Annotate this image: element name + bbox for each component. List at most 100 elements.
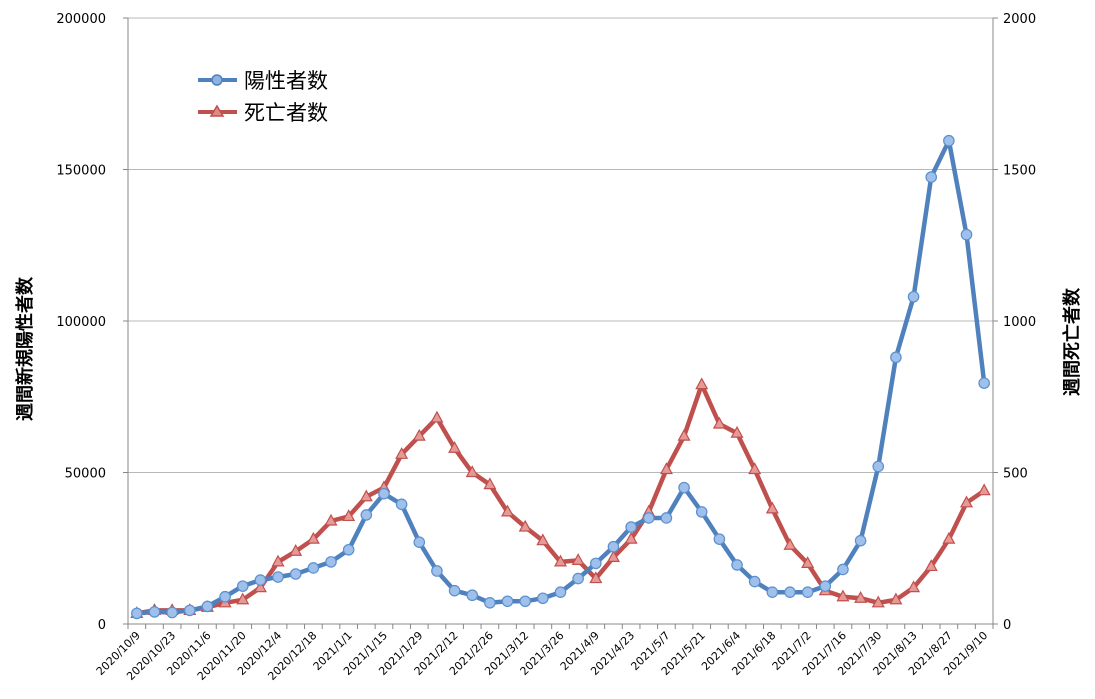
y-left-tick-label: 0 (98, 618, 106, 633)
data-point-positive (642, 512, 655, 524)
data-point-positive (554, 586, 567, 598)
axes (123, 17, 998, 629)
data-point-positive (289, 568, 302, 580)
data-point-positive (784, 586, 796, 598)
data-point-positive (519, 595, 531, 608)
data-point-deaths (253, 580, 267, 593)
data-point-positive (378, 487, 390, 500)
data-point-positive (183, 604, 196, 617)
y-right-tick-label: 500 (1003, 467, 1028, 482)
data-point-deaths (289, 544, 303, 556)
data-point-deaths (518, 519, 532, 532)
data-point-deaths (412, 428, 426, 441)
legend-item-deaths: 死亡者数 (198, 101, 328, 125)
data-point-deaths (977, 483, 991, 496)
data-point-deaths (430, 410, 444, 423)
data-point-positive (431, 565, 443, 577)
y-right-tick-label: 0 (1003, 618, 1011, 633)
data-point-positive (254, 574, 267, 586)
data-point-deaths (324, 513, 338, 526)
data-point-positive (819, 580, 832, 592)
data-point-positive (325, 556, 337, 568)
gridlines (128, 17, 993, 473)
data-markers (130, 134, 991, 620)
y-left-tick-label: 50000 (65, 467, 106, 482)
data-point-deaths (359, 489, 373, 502)
legend-label-positive: 陽性者数 (244, 69, 328, 93)
data-point-deaths (659, 462, 673, 475)
data-point-positive (907, 290, 920, 303)
data-point-positive (748, 575, 761, 588)
data-point-positive (537, 592, 549, 605)
data-point-deaths (448, 441, 462, 453)
data-point-deaths (571, 553, 585, 565)
data-point-positive (166, 606, 178, 619)
data-point-positive (731, 559, 743, 571)
y-left-tick-label: 150000 (56, 164, 106, 179)
data-point-deaths (624, 531, 638, 544)
data-point-positive (448, 584, 461, 597)
data-point-positive (925, 171, 938, 183)
legend-marker-positive (211, 74, 223, 86)
data-point-positive (890, 351, 902, 364)
data-point-positive (148, 606, 161, 618)
data-point-positive (854, 534, 867, 547)
data-point-deaths (836, 589, 850, 602)
data-point-positive (131, 607, 143, 620)
data-point-positive (342, 543, 355, 556)
data-point-positive (466, 589, 479, 602)
data-point-positive (590, 557, 602, 570)
y-right-tick-label: 1500 (1003, 164, 1036, 179)
data-point-deaths (801, 556, 815, 569)
data-point-positive (395, 498, 408, 511)
data-point-positive (572, 572, 584, 585)
data-point-deaths (553, 554, 568, 567)
data-point-positive (307, 562, 320, 574)
data-point-positive (801, 586, 814, 598)
data-point-positive (766, 586, 779, 598)
data-point-positive (219, 590, 231, 603)
data-point-deaths (765, 501, 779, 514)
legend-marker-deaths (209, 104, 225, 117)
data-point-positive (201, 600, 214, 613)
data-point-deaths (501, 504, 515, 517)
data-point-positive (607, 540, 620, 553)
data-point-positive (695, 506, 708, 518)
data-point-deaths (730, 425, 744, 438)
data-point-positive (272, 571, 284, 583)
data-point-deaths (960, 495, 974, 508)
y-left-axis-title: 週間新規陽性者数 (14, 276, 36, 421)
data-point-positive (625, 521, 637, 533)
data-point-deaths (871, 595, 885, 608)
data-point-deaths (924, 559, 938, 572)
data-point-deaths (889, 592, 903, 605)
legend: 陽性者数 死亡者数 (198, 69, 328, 125)
legend-label-deaths: 死亡者数 (244, 101, 328, 125)
data-point-positive (943, 134, 955, 147)
y-left-tick-label: 100000 (56, 315, 106, 330)
data-point-deaths (395, 447, 409, 459)
data-point-deaths (783, 537, 797, 550)
data-point-positive (960, 228, 973, 241)
data-point-positive (660, 512, 673, 524)
data-point-deaths (465, 465, 479, 478)
data-point-deaths (342, 509, 356, 522)
data-point-deaths (854, 590, 868, 603)
data-point-deaths (712, 416, 726, 429)
data-point-deaths (695, 377, 709, 390)
data-point-deaths (483, 477, 497, 490)
y-right-tick-label: 2000 (1003, 12, 1036, 27)
data-point-deaths (306, 531, 320, 544)
data-point-deaths (236, 592, 250, 605)
y-right-tick-label: 1000 (1003, 315, 1036, 330)
data-point-deaths (589, 571, 603, 584)
data-point-positive (978, 377, 990, 389)
legend-item-positive: 陽性者数 (198, 69, 328, 93)
data-point-positive (501, 595, 514, 608)
data-point-positive (678, 481, 690, 494)
data-point-positive (236, 580, 249, 592)
data-point-positive (872, 460, 885, 473)
data-point-deaths (606, 550, 620, 562)
data-point-positive (713, 533, 726, 545)
